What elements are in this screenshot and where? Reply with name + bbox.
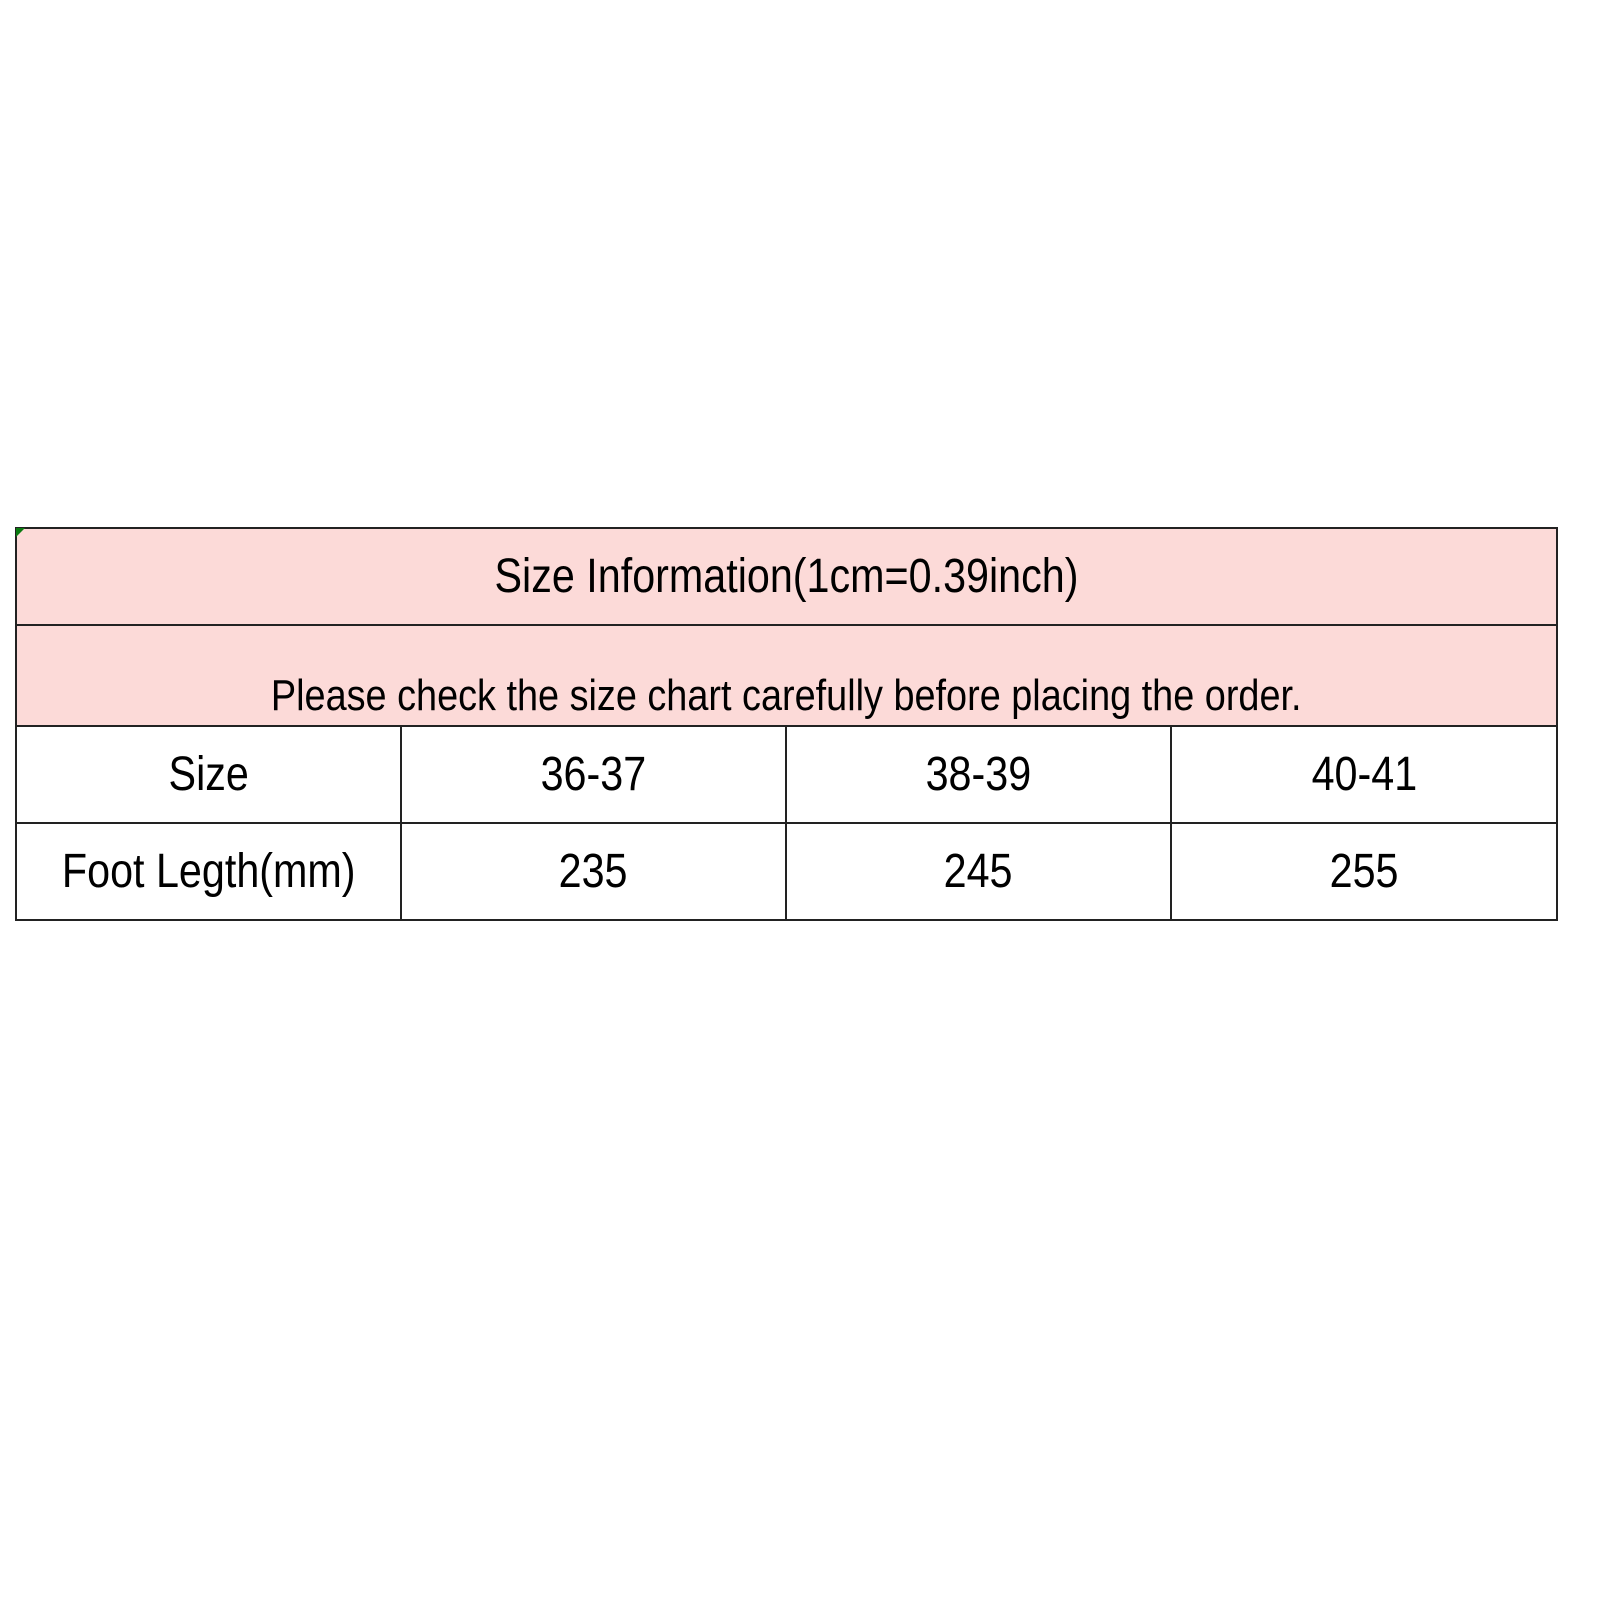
cell: 38-39 [925,748,1032,801]
table-title: Size Information(1cm=0.39inch) [494,550,1079,603]
notice-text: Please check the size chart carefully be… [271,671,1302,720]
row-label: Size [168,748,249,801]
row-label: Foot Legth(mm) [61,845,356,898]
cell: 235 [559,845,628,898]
cell: 36-37 [540,748,647,801]
cell: 245 [944,845,1013,898]
table-row: Size 36-37 38-39 40-41 [15,725,1559,824]
cell-marker-icon [16,528,25,537]
size-chart-table: Size Information(1cm=0.39inch) Please ch… [14,527,1559,921]
cell: 40-41 [1311,748,1417,801]
title-row: Size Information(1cm=0.39inch) [14,527,1559,626]
cell: 255 [1329,845,1399,898]
table-row: Foot Legth(mm) 235 245 255 [15,822,1559,921]
notice-row: Please check the size chart carefully be… [14,624,1559,727]
